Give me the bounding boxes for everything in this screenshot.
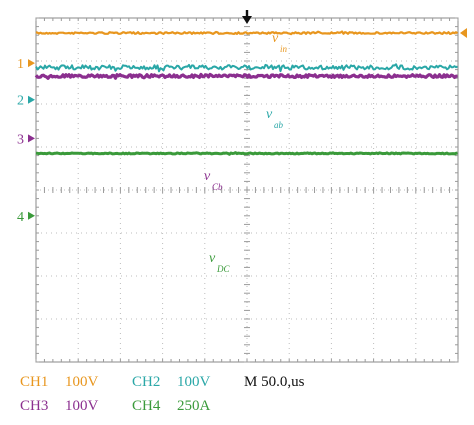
channel-marker-1: 1 [17, 57, 24, 72]
trace-ch1 [35, 30, 459, 36]
channel-marker-4: 4 [17, 210, 24, 225]
channel-markers: 1 2 3 4 [17, 57, 35, 225]
signal-label-sub-ch1: in [280, 44, 288, 54]
signal-label-ch3: v [204, 169, 211, 184]
trace-ch2 [35, 63, 458, 73]
signal-label-ch4: v [209, 251, 216, 266]
channel-marker-3: 3 [17, 132, 24, 147]
legend-ch2-name: CH2 [132, 374, 160, 390]
signal-label-sub-ch4: DC [216, 264, 230, 274]
signal-label-ch1: v [272, 31, 279, 46]
graticule-grid [35, 17, 459, 363]
legend-ch3-name: CH3 [20, 398, 48, 414]
trigger-markers [242, 10, 467, 39]
legend-ch1-name: CH1 [20, 374, 48, 390]
channel-marker-arrow-icon [28, 59, 35, 68]
waveform-traces [34, 30, 459, 156]
legend-ch1-scale: 100V [65, 374, 99, 390]
legend-ch3-scale: 100V [65, 398, 99, 414]
channel-marker-2: 2 [17, 94, 24, 109]
legend-ch2-scale: 100V [177, 374, 211, 390]
channel-marker-arrow-icon [28, 211, 35, 220]
trigger-position-icon [242, 10, 252, 24]
channel-marker-arrow-icon [28, 134, 35, 143]
legend-timebase: M 50.0,us [244, 374, 305, 390]
legend-ch4-scale: 250A [177, 398, 211, 414]
signal-label-ch2: v [266, 107, 273, 122]
trigger-level-icon [460, 28, 467, 39]
channel-marker-arrow-icon [28, 95, 35, 104]
signal-label-sub-ch2: ab [274, 120, 284, 130]
signal-label-sub-ch3: Cb [212, 182, 223, 192]
settings-legend: CH1 100V CH2 100V M 50.0,us CH3 100V CH4… [20, 374, 305, 414]
trace-ch4 [35, 151, 458, 156]
legend-ch4-name: CH4 [132, 398, 161, 414]
trace-ch3 [34, 72, 458, 80]
